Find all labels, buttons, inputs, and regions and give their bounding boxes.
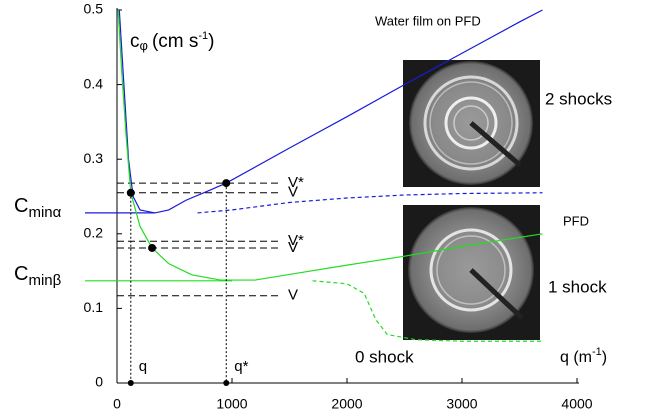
- level-label: V: [288, 287, 298, 304]
- annotation: 1 shock: [548, 277, 607, 296]
- level-label: V: [288, 184, 298, 201]
- annotation: 0 shock: [355, 347, 414, 366]
- minimum-label: Cminα: [14, 195, 62, 221]
- y-label-sub: φ: [140, 38, 148, 53]
- minimum-label-sub: minβ: [28, 272, 61, 289]
- y-tick-label: 0.5: [84, 1, 104, 17]
- y-label-sup: -1: [198, 30, 208, 42]
- y-tick-label: 0.1: [84, 299, 104, 315]
- x-tick-label: 1000: [216, 396, 247, 412]
- annotation: 2 shocks: [545, 89, 612, 108]
- point: [126, 188, 135, 197]
- q-label: q: [139, 358, 147, 375]
- point: [148, 243, 157, 252]
- x-tick-label: 0: [113, 396, 121, 412]
- x-axis-label: q (m-1): [560, 346, 607, 366]
- photo-two-shocks: [403, 60, 540, 187]
- minimum-label-base: C: [14, 263, 28, 285]
- y-tick-label: 0.3: [84, 150, 104, 166]
- point: [222, 179, 231, 188]
- q-label: q*: [234, 358, 248, 375]
- dashed-curve: [312, 280, 543, 342]
- minimum-label-base: C: [14, 195, 28, 217]
- curve: [117, 9, 543, 281]
- q-dot: [223, 380, 230, 386]
- y-label-base: c: [130, 31, 140, 52]
- x-label-sup: -1: [592, 346, 602, 358]
- y-tick-label: 0.2: [84, 225, 104, 241]
- y-label-unit: (cm s: [152, 31, 198, 52]
- level-label: V: [288, 239, 298, 256]
- photo-one-shock: [403, 205, 540, 340]
- minimum-label-sub: minα: [28, 204, 61, 221]
- level-label: V*: [288, 232, 304, 249]
- y-label-close: ): [208, 31, 214, 52]
- y-tick-label: 0.4: [84, 75, 104, 91]
- q-dot: [127, 380, 134, 386]
- series-label: Water film on PFD: [375, 13, 481, 28]
- y-axis-label: cφ (cm s-1): [130, 30, 214, 54]
- x-tick-label: 2000: [331, 396, 362, 412]
- x-tick-label: 4000: [561, 396, 592, 412]
- x-label-close: ): [602, 349, 607, 366]
- curve: [118, 9, 543, 214]
- dashed-curve: [197, 192, 543, 214]
- y-tick-label: 0: [95, 374, 103, 390]
- x-label-base: q (m: [560, 349, 592, 366]
- x-tick-label: 3000: [446, 396, 477, 412]
- level-label: V*: [288, 174, 304, 191]
- minimum-label: Cminβ: [14, 263, 62, 289]
- series-label: PFD: [563, 213, 589, 228]
